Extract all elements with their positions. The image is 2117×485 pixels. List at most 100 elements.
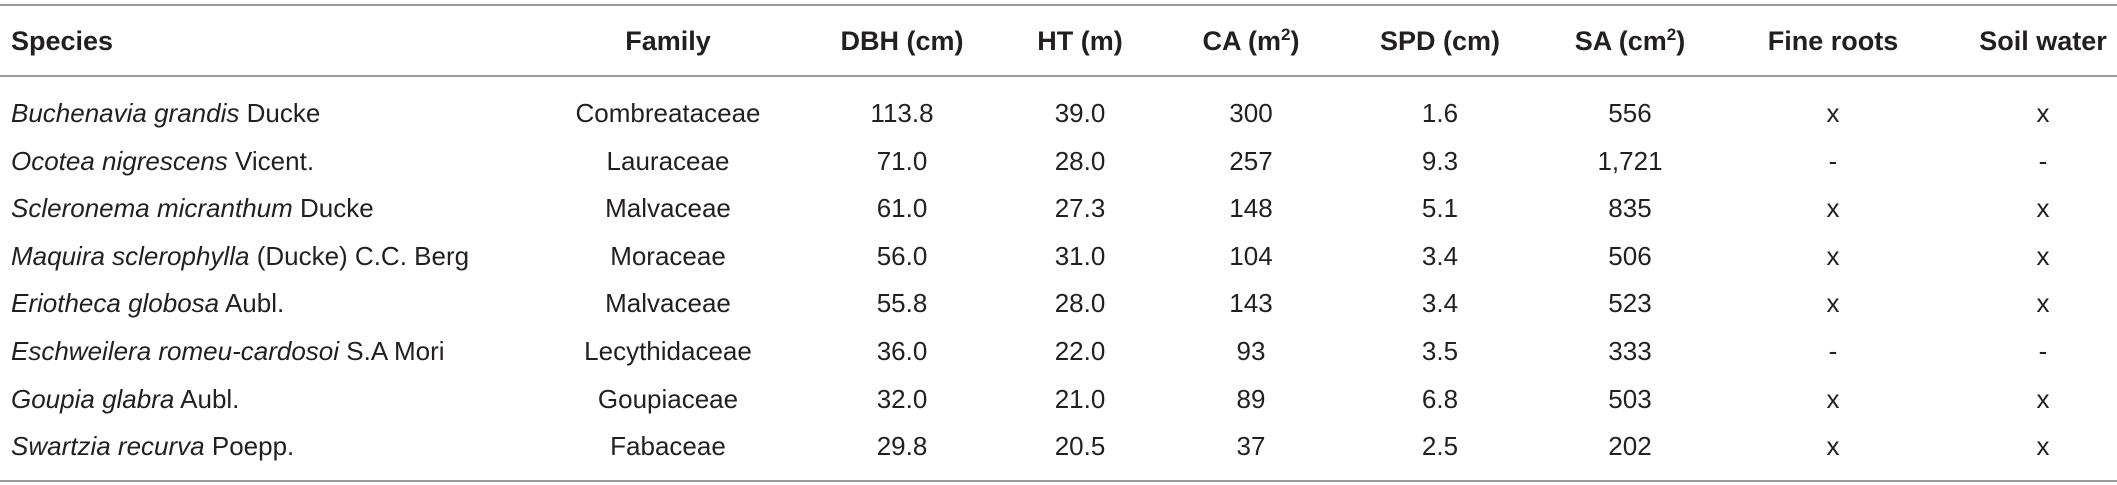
table-cell: 39.0 [1054, 98, 1106, 128]
table-cell: 55.8 [876, 288, 928, 319]
table-cell: 3.4 [1421, 240, 1459, 271]
table-cell: 143 [1229, 288, 1273, 319]
bottom-rule [0, 480, 2117, 482]
table-cell: 523 [1608, 288, 1652, 319]
table-cell: 27.3 [1054, 193, 1106, 224]
table-cell: 300 [1229, 98, 1273, 128]
species-cell: Ocotea nigrescens Vicent. [11, 146, 314, 176]
species-name: Maquira sclerophylla [11, 240, 250, 271]
header-cell: Soil water [1979, 26, 2107, 56]
species-cell: Swartzia recurva Poepp. [11, 431, 294, 461]
header-rule [0, 75, 2117, 77]
table-cell: 503 [1608, 383, 1652, 414]
table-cell: x [2036, 383, 2050, 414]
table-cell: 31.0 [1054, 240, 1106, 271]
header-text: Soil water [1979, 26, 2107, 56]
header-cell: Family [625, 26, 711, 56]
header-cell: Species [11, 26, 113, 56]
table-cell: 20.5 [1054, 431, 1106, 462]
table-cell: 5.1 [1421, 193, 1459, 224]
table-cell: 9.3 [1421, 145, 1459, 176]
table-cell: - [1828, 336, 1838, 366]
table-cell: 71.0 [876, 145, 928, 176]
header-text: DBH (cm) [840, 26, 964, 56]
header-cell: CA (m2) [1203, 26, 1300, 56]
table-cell: 6.8 [1421, 383, 1459, 414]
header-cell: Fine roots [1768, 26, 1899, 56]
table-cell: x [1826, 240, 1840, 271]
species-authority: Ducke [246, 98, 321, 128]
table-cell: x [1826, 431, 1840, 462]
header-text: CA (m [1202, 26, 1282, 56]
species-authority: S.A Mori [346, 336, 445, 366]
table-cell: 36.0 [876, 336, 928, 366]
table-cell: 2.5 [1421, 431, 1459, 462]
header-cell: SA (cm2) [1575, 26, 1686, 56]
table-cell: 28.0 [1054, 288, 1106, 319]
table-cell: 37 [1236, 431, 1266, 462]
table-cell: 202 [1608, 431, 1652, 462]
table-cell: 28.0 [1054, 145, 1106, 176]
species-cell: Scleronema micranthum Ducke [11, 193, 374, 223]
table-cell: 56.0 [876, 240, 928, 271]
header-text: HT (m) [1037, 26, 1123, 56]
species-authority: Vicent. [235, 145, 315, 176]
table-cell: 22.0 [1054, 336, 1106, 366]
header-text: ) [1676, 26, 1686, 56]
table-cell: x [1826, 288, 1840, 319]
species-name: Eriotheca globosa [11, 288, 220, 319]
table-cell: 3.4 [1421, 288, 1459, 319]
table-cell: x [1826, 193, 1840, 224]
table-cell: x [2036, 288, 2050, 319]
table-cell: x [1826, 383, 1840, 414]
table-cell: 61.0 [876, 193, 928, 224]
species-cell: Eriotheca globosa Aubl. [11, 288, 284, 318]
species-name: Goupia glabra [11, 383, 175, 414]
table-cell: 21.0 [1054, 383, 1106, 414]
table-cell: Malvaceae [605, 288, 731, 319]
table-cell: 835 [1608, 193, 1652, 224]
table-cell: Malvaceae [605, 193, 731, 224]
table-cell: 29.8 [876, 431, 928, 462]
header-text: SPD (cm) [1379, 26, 1501, 56]
species-cell: Maquira sclerophylla (Ducke) C.C. Berg [11, 241, 469, 271]
table-cell: Moraceae [610, 240, 726, 271]
table-cell: - [2038, 336, 2048, 366]
header-cell: DBH (cm) [840, 26, 963, 56]
header-text: Fine roots [1767, 26, 1899, 56]
table-cell: Lauraceae [606, 145, 730, 176]
table-cell: 556 [1608, 98, 1652, 128]
species-name: Buchenavia grandis [11, 98, 240, 128]
top-rule [0, 4, 2117, 6]
table-cell: Fabaceae [610, 431, 726, 462]
table-cell: - [2038, 145, 2048, 176]
table-cell: 89 [1236, 383, 1266, 414]
species-cell: Goupia glabra Aubl. [11, 384, 239, 414]
table-cell: 1,721 [1597, 145, 1663, 176]
table-cell: 333 [1608, 336, 1652, 366]
table-cell: 104 [1229, 240, 1273, 271]
table-cell: x [1826, 98, 1840, 128]
species-authority: (Ducke) C.C. Berg [256, 240, 470, 271]
header-text: ) [1290, 26, 1300, 56]
table-cell: 32.0 [876, 383, 928, 414]
header-cell: SPD (cm) [1380, 26, 1500, 56]
header-cell: HT (m) [1037, 26, 1122, 56]
table-cell: 93 [1236, 336, 1266, 366]
table-cell: Lecythidaceae [584, 336, 752, 366]
species-name: Ocotea nigrescens [11, 145, 228, 176]
table-cell: 506 [1608, 240, 1652, 271]
header-superscript: 2 [1666, 25, 1677, 44]
species-authority: Aubl. [180, 383, 240, 414]
table-cell: x [2036, 431, 2050, 462]
header-text: SA (cm [1574, 26, 1667, 56]
table-cell: - [1828, 145, 1838, 176]
table-cell: 113.8 [870, 98, 934, 128]
species-name: Swartzia recurva [11, 431, 205, 462]
table-cell: 148 [1229, 193, 1273, 224]
species-name: Eschweilera romeu-cardosoi [11, 336, 340, 366]
species-authority: Ducke [300, 193, 374, 224]
species-authority: Aubl. [224, 288, 285, 319]
header-superscript: 2 [1281, 25, 1291, 44]
